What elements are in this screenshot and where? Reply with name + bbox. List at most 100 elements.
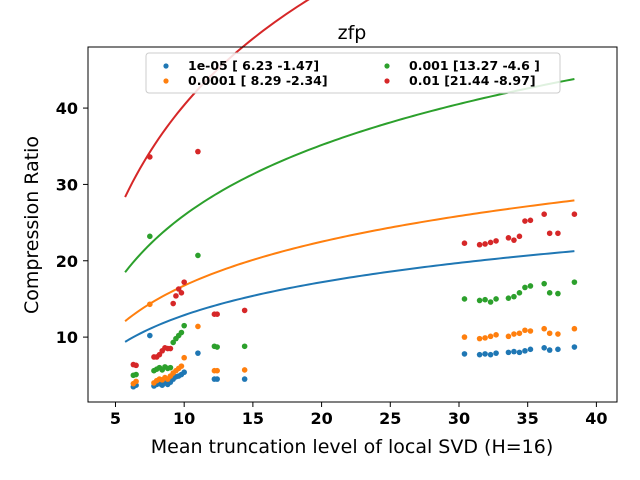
- point-2-23: [487, 333, 494, 340]
- point-3-33: [571, 279, 578, 285]
- plot-marks: [124, 0, 578, 390]
- point-3-27: [516, 290, 523, 296]
- point-2-22: [482, 335, 488, 341]
- x-tick-label: 20: [310, 409, 332, 428]
- point-1-30: [541, 345, 547, 351]
- point-4-16: [195, 148, 201, 155]
- point-4-14: [178, 290, 185, 296]
- point-3-31: [546, 290, 553, 296]
- point-1-22: [482, 351, 488, 357]
- point-2-21: [476, 335, 483, 342]
- fit-line-2: [124, 199, 575, 322]
- point-4-29: [527, 217, 534, 224]
- point-3-15: [181, 322, 187, 329]
- legend: 1e-05 [ 6.23 -1.47] 0.0001 [ 8.29 -2.34]…: [145, 52, 561, 94]
- point-4-31: [546, 230, 553, 237]
- y-axis-label: Compression Ratio: [21, 136, 43, 314]
- legend-marker-2: [163, 78, 169, 84]
- point-3-29: [527, 283, 534, 289]
- point-2-15: [181, 354, 187, 361]
- x-tick-label: 35: [517, 409, 539, 428]
- point-1-26: [511, 348, 517, 355]
- point-1-31: [546, 347, 553, 353]
- point-1-3: [147, 332, 153, 339]
- point-2-30: [541, 325, 547, 332]
- point-3-2: [133, 371, 139, 378]
- point-4-28: [522, 218, 528, 224]
- point-4-11: [170, 300, 176, 307]
- point-4-26: [511, 237, 517, 243]
- fit-line-1: [124, 250, 575, 343]
- point-4-12: [173, 293, 179, 299]
- series-2: [124, 199, 578, 387]
- legend-entry-3: 0.001 [13.27 -4.6 ]: [409, 58, 540, 73]
- point-4-27: [516, 233, 523, 240]
- point-1-21: [476, 351, 483, 358]
- point-1-33: [571, 344, 578, 350]
- point-4-3: [147, 154, 153, 160]
- point-1-20: [461, 351, 468, 357]
- point-4-32: [555, 230, 561, 237]
- point-2-19: [241, 367, 248, 373]
- point-4-33: [571, 211, 578, 217]
- point-1-16: [195, 350, 201, 356]
- point-4-2: [133, 362, 139, 369]
- point-4-30: [541, 211, 547, 217]
- y-tick-label: 20: [56, 252, 78, 271]
- point-4-22: [482, 241, 488, 247]
- series-3: [124, 78, 578, 379]
- point-1-28: [522, 348, 528, 354]
- point-3-3: [147, 233, 153, 240]
- point-4-21: [476, 241, 483, 248]
- point-4-18: [214, 311, 220, 318]
- point-2-24: [493, 332, 499, 338]
- x-tick-label: 10: [173, 409, 195, 428]
- point-1-32: [555, 346, 561, 353]
- point-4-24: [493, 238, 499, 244]
- point-1-23: [487, 351, 494, 358]
- x-tick-label: 5: [110, 409, 121, 428]
- point-3-21: [476, 297, 483, 304]
- point-2-27: [516, 330, 523, 337]
- point-3-24: [493, 296, 499, 302]
- legend-marker-1: [163, 63, 169, 69]
- point-2-2: [133, 378, 139, 385]
- point-3-30: [541, 280, 547, 287]
- legend-entry-2: 0.0001 [ 8.29 -2.34]: [188, 73, 328, 88]
- point-3-26: [511, 293, 517, 300]
- point-4-23: [487, 239, 494, 246]
- legend-marker-3: [384, 63, 390, 69]
- legend-marker-4: [384, 78, 390, 84]
- point-3-28: [522, 284, 528, 291]
- point-2-29: [527, 328, 534, 334]
- point-1-29: [527, 346, 534, 353]
- point-3-10: [167, 364, 174, 371]
- point-3-14: [178, 329, 185, 336]
- point-3-18: [214, 344, 220, 350]
- point-3-22: [482, 296, 488, 303]
- point-4-25: [505, 235, 512, 241]
- y-tick-label: 30: [56, 175, 78, 194]
- point-2-18: [214, 367, 220, 374]
- point-1-25: [505, 349, 512, 356]
- point-3-23: [487, 299, 494, 305]
- fit-line-3: [124, 78, 575, 273]
- point-3-32: [555, 290, 561, 297]
- point-1-27: [516, 349, 523, 356]
- point-2-14: [178, 363, 185, 369]
- x-axis-label: Mean truncation level of local SVD (H=16…: [151, 436, 554, 458]
- point-1-15: [181, 369, 187, 376]
- y-tick-label: 40: [56, 99, 78, 118]
- point-3-25: [505, 295, 512, 301]
- x-tick-label: 15: [242, 409, 264, 428]
- axes-frame: [87, 46, 618, 403]
- legend-entry-1: 1e-05 [ 6.23 -1.47]: [188, 58, 319, 73]
- x-tick-label: 30: [448, 409, 470, 428]
- point-3-20: [461, 296, 468, 302]
- point-1-19: [241, 376, 248, 382]
- point-2-28: [522, 327, 528, 334]
- point-2-26: [511, 331, 517, 337]
- legend-box: [145, 52, 561, 94]
- point-2-20: [461, 334, 468, 340]
